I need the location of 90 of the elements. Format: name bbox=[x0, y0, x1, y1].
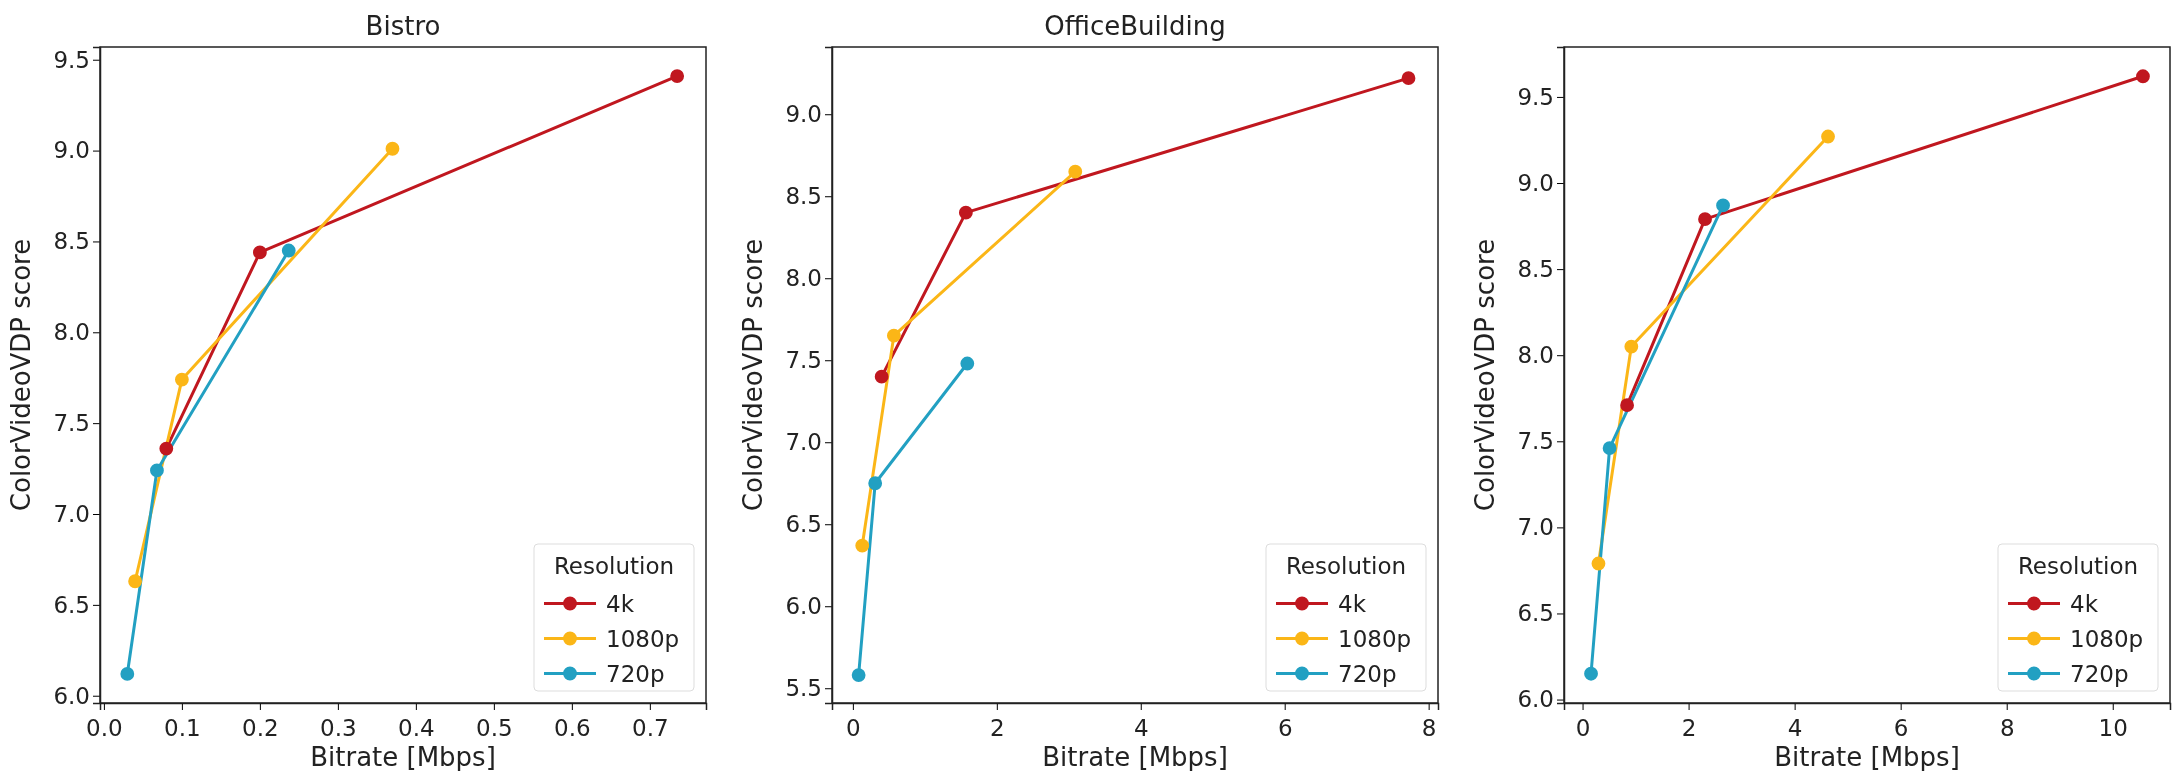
point bbox=[670, 69, 685, 83]
point bbox=[128, 574, 143, 589]
chart-title: OfficeBuilding bbox=[1044, 11, 1226, 41]
y-tick-label: 8.5 bbox=[1517, 255, 1554, 282]
y-tick-label: 8.5 bbox=[53, 228, 90, 255]
point bbox=[120, 667, 135, 681]
point bbox=[868, 476, 883, 491]
y-tick-label: 6.0 bbox=[1517, 686, 1554, 713]
x-tick-label: 0.7 bbox=[632, 715, 669, 741]
y-tick-label: 6.5 bbox=[785, 511, 822, 538]
point bbox=[281, 243, 296, 258]
point bbox=[851, 668, 866, 683]
y-axis-title: ColorVideoVDP score bbox=[1470, 238, 1500, 512]
y-axis-title: ColorVideoVDP score bbox=[738, 238, 768, 512]
x-tick-label: 4 bbox=[1133, 715, 1149, 741]
y-tick-label: 6.0 bbox=[53, 682, 90, 709]
y-tick-label: 8.0 bbox=[1517, 342, 1554, 369]
y-tick-label: 5.5 bbox=[785, 675, 822, 702]
point bbox=[252, 245, 267, 260]
x-axis-title: Bitrate [Mbps] bbox=[1042, 742, 1228, 771]
y-tick-label: 7.0 bbox=[1517, 514, 1554, 541]
x-tick-label: 4 bbox=[1787, 715, 1803, 741]
point bbox=[159, 441, 174, 456]
point bbox=[1821, 129, 1835, 144]
point bbox=[1602, 441, 1617, 456]
point bbox=[2136, 69, 2150, 84]
point bbox=[1591, 556, 1606, 571]
point bbox=[385, 141, 400, 156]
x-tick-label: 10 bbox=[2098, 715, 2128, 741]
x-tick-label: 0.4 bbox=[398, 715, 435, 741]
point bbox=[1401, 71, 1416, 86]
legend-title: Resolution bbox=[2017, 553, 2139, 579]
point bbox=[1716, 198, 1730, 213]
x-tick-label: 0.5 bbox=[476, 715, 513, 741]
x-tick-label: 0.2 bbox=[242, 715, 279, 741]
legend-label: 4k bbox=[606, 590, 635, 617]
point bbox=[1620, 398, 1634, 413]
y-tick-label: 7.5 bbox=[53, 410, 90, 437]
x-axis-title: Bitrate [Mbps] bbox=[1774, 742, 1960, 771]
y-tick-label: 6.5 bbox=[1517, 600, 1554, 627]
y-tick-label: 8.0 bbox=[53, 319, 90, 346]
legend-label: 720p bbox=[606, 660, 665, 687]
x-tick-label: 6 bbox=[1893, 715, 1909, 741]
y-tick-label: 9.0 bbox=[1517, 169, 1554, 196]
legend-title: Resolution bbox=[1285, 553, 1407, 579]
point bbox=[1068, 164, 1083, 179]
legend-label: 1080p bbox=[606, 625, 680, 652]
point bbox=[150, 463, 164, 478]
y-tick-label: 9.5 bbox=[53, 46, 90, 73]
x-tick-label: 0 bbox=[846, 715, 861, 741]
x-tick-label: 0.0 bbox=[86, 715, 123, 741]
x-axis-title: Bitrate [Mbps] bbox=[310, 742, 496, 771]
point bbox=[874, 369, 889, 384]
y-tick-label: 8.5 bbox=[785, 183, 822, 210]
x-tick-label: 0.3 bbox=[320, 715, 357, 741]
point bbox=[886, 328, 901, 343]
legend-label: 4k bbox=[2070, 590, 2099, 617]
y-tick-label: 9.0 bbox=[785, 101, 822, 128]
legend-title: Resolution bbox=[553, 553, 675, 579]
legend-label: 4k bbox=[1338, 590, 1367, 617]
y-tick-label: 7.5 bbox=[1517, 428, 1554, 455]
y-axis-title: ColorVideoVDP score bbox=[6, 238, 36, 512]
x-tick-label: 2 bbox=[989, 715, 1005, 741]
x-tick-label: 0 bbox=[1575, 715, 1591, 741]
x-tick-label: 6 bbox=[1277, 715, 1293, 741]
legend-label: 1080p bbox=[2070, 625, 2144, 652]
x-tick-label: 2 bbox=[1681, 715, 1697, 741]
x-tick-label: 8 bbox=[1421, 715, 1437, 741]
point bbox=[958, 205, 973, 220]
y-tick-label: 7.0 bbox=[785, 429, 822, 456]
point bbox=[855, 538, 870, 553]
y-tick-label: 9.0 bbox=[53, 137, 90, 164]
x-tick-label: 0.1 bbox=[164, 715, 201, 741]
legend-label: 720p bbox=[1338, 660, 1397, 687]
y-tick-label: 7.0 bbox=[53, 500, 90, 527]
y-tick-label: 7.5 bbox=[785, 347, 822, 374]
x-tick-label: 8 bbox=[1999, 715, 2015, 741]
legend-label: 1080p bbox=[1338, 625, 1412, 652]
legend-label: 720p bbox=[2070, 660, 2129, 687]
y-tick-label: 6.5 bbox=[53, 591, 90, 618]
y-tick-label: 6.0 bbox=[785, 593, 822, 620]
point bbox=[1698, 212, 1712, 227]
y-tick-label: 8.0 bbox=[785, 265, 822, 292]
point bbox=[174, 372, 189, 387]
chart-title: Bistro bbox=[365, 11, 441, 41]
y-tick-label: 9.5 bbox=[1517, 83, 1554, 110]
point bbox=[1624, 339, 1639, 354]
x-tick-label: 0.6 bbox=[554, 715, 591, 741]
point bbox=[1584, 666, 1598, 681]
point bbox=[960, 356, 975, 371]
